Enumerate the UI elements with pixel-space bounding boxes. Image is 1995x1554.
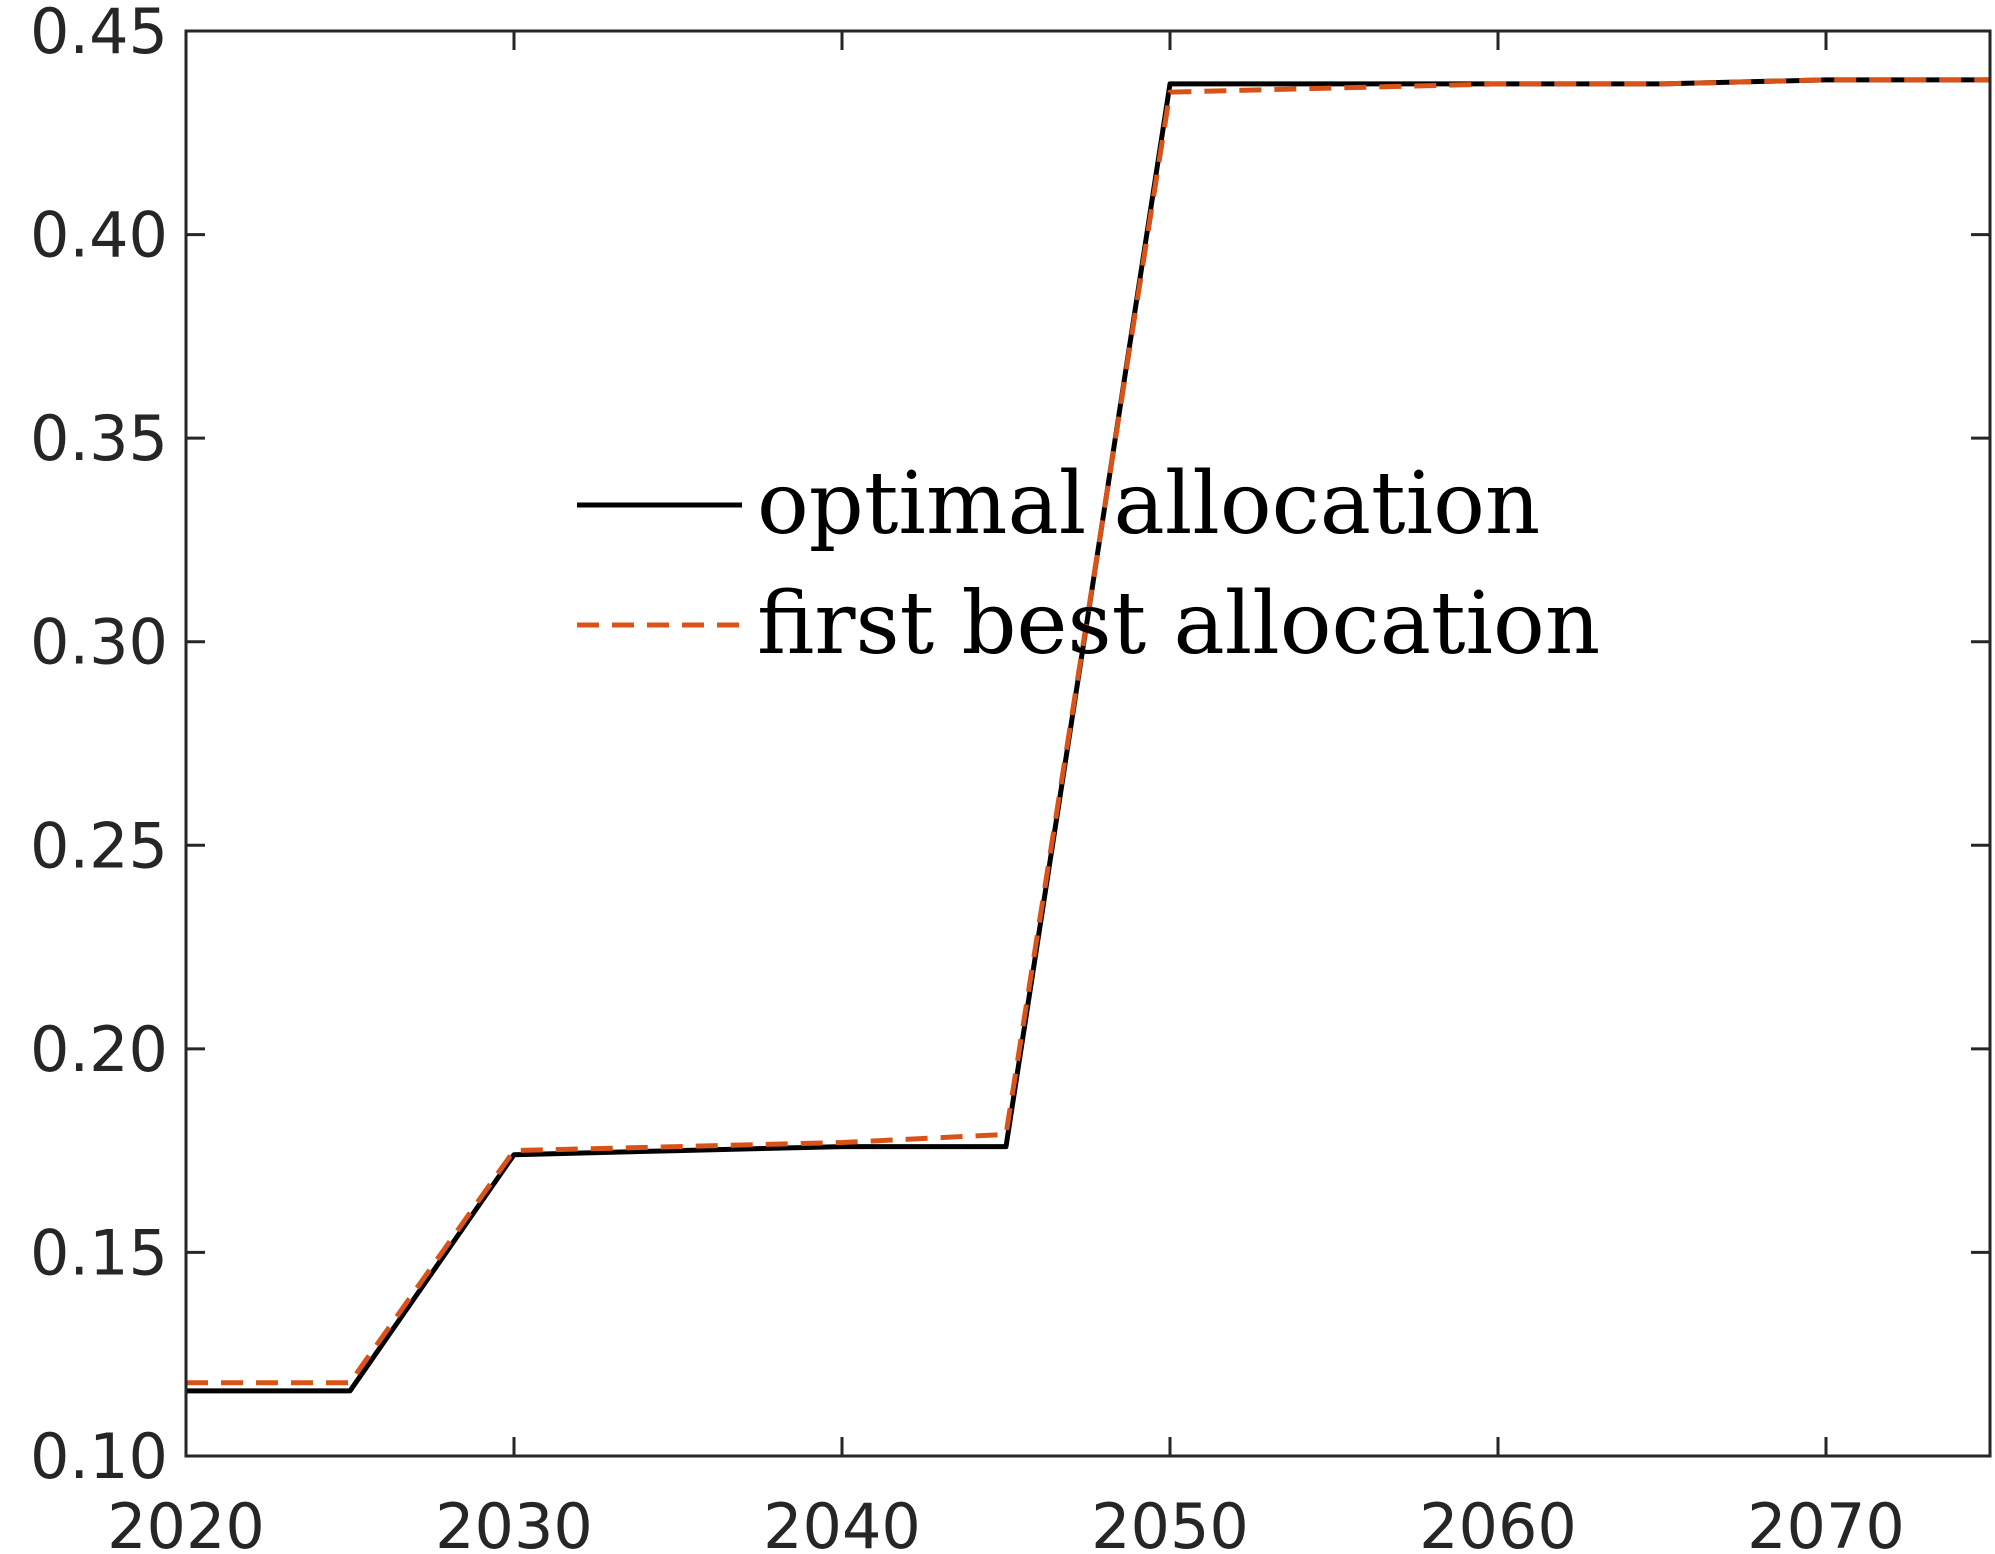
x-tick-label-2070: 2070: [1747, 1490, 1905, 1554]
y-tick-label-0.15: 0.15: [30, 1216, 168, 1289]
ticks-layer: 2020 2030 2040 2050 2060 2070 0.10 0.15 0.20 0.25…: [30, 0, 1990, 1554]
x-tick-label-2060: 2060: [1419, 1490, 1577, 1554]
y-tick-label-0.35: 0.35: [30, 402, 168, 475]
legend-label-optimal-allocation: optimal allocation: [757, 454, 1540, 554]
legend: optimal allocation first best allocation: [577, 454, 1600, 674]
x-tick-label-2040: 2040: [763, 1490, 921, 1554]
x-tick-label-2050: 2050: [1091, 1490, 1249, 1554]
y-tick-label-0.30: 0.30: [30, 606, 168, 679]
x-tick-label-2030: 2030: [435, 1490, 593, 1554]
series-line-first-best-allocation: [186, 77, 1990, 1386]
series-line-optimal-allocation: [186, 77, 1990, 1394]
y-tick-label-0.10: 0.10: [30, 1420, 168, 1493]
y-tick-label-0.45: 0.45: [30, 0, 168, 68]
y-tick-label-0.20: 0.20: [30, 1013, 168, 1086]
x-tick-label-2020: 2020: [107, 1490, 265, 1554]
plot-area-frame: [184, 29, 1992, 1458]
series-layer: [186, 77, 1990, 1394]
y-tick-label-0.40: 0.40: [30, 199, 168, 272]
y-tick-label-0.25: 0.25: [30, 809, 168, 882]
legend-label-first-best-allocation: first best allocation: [757, 574, 1600, 674]
